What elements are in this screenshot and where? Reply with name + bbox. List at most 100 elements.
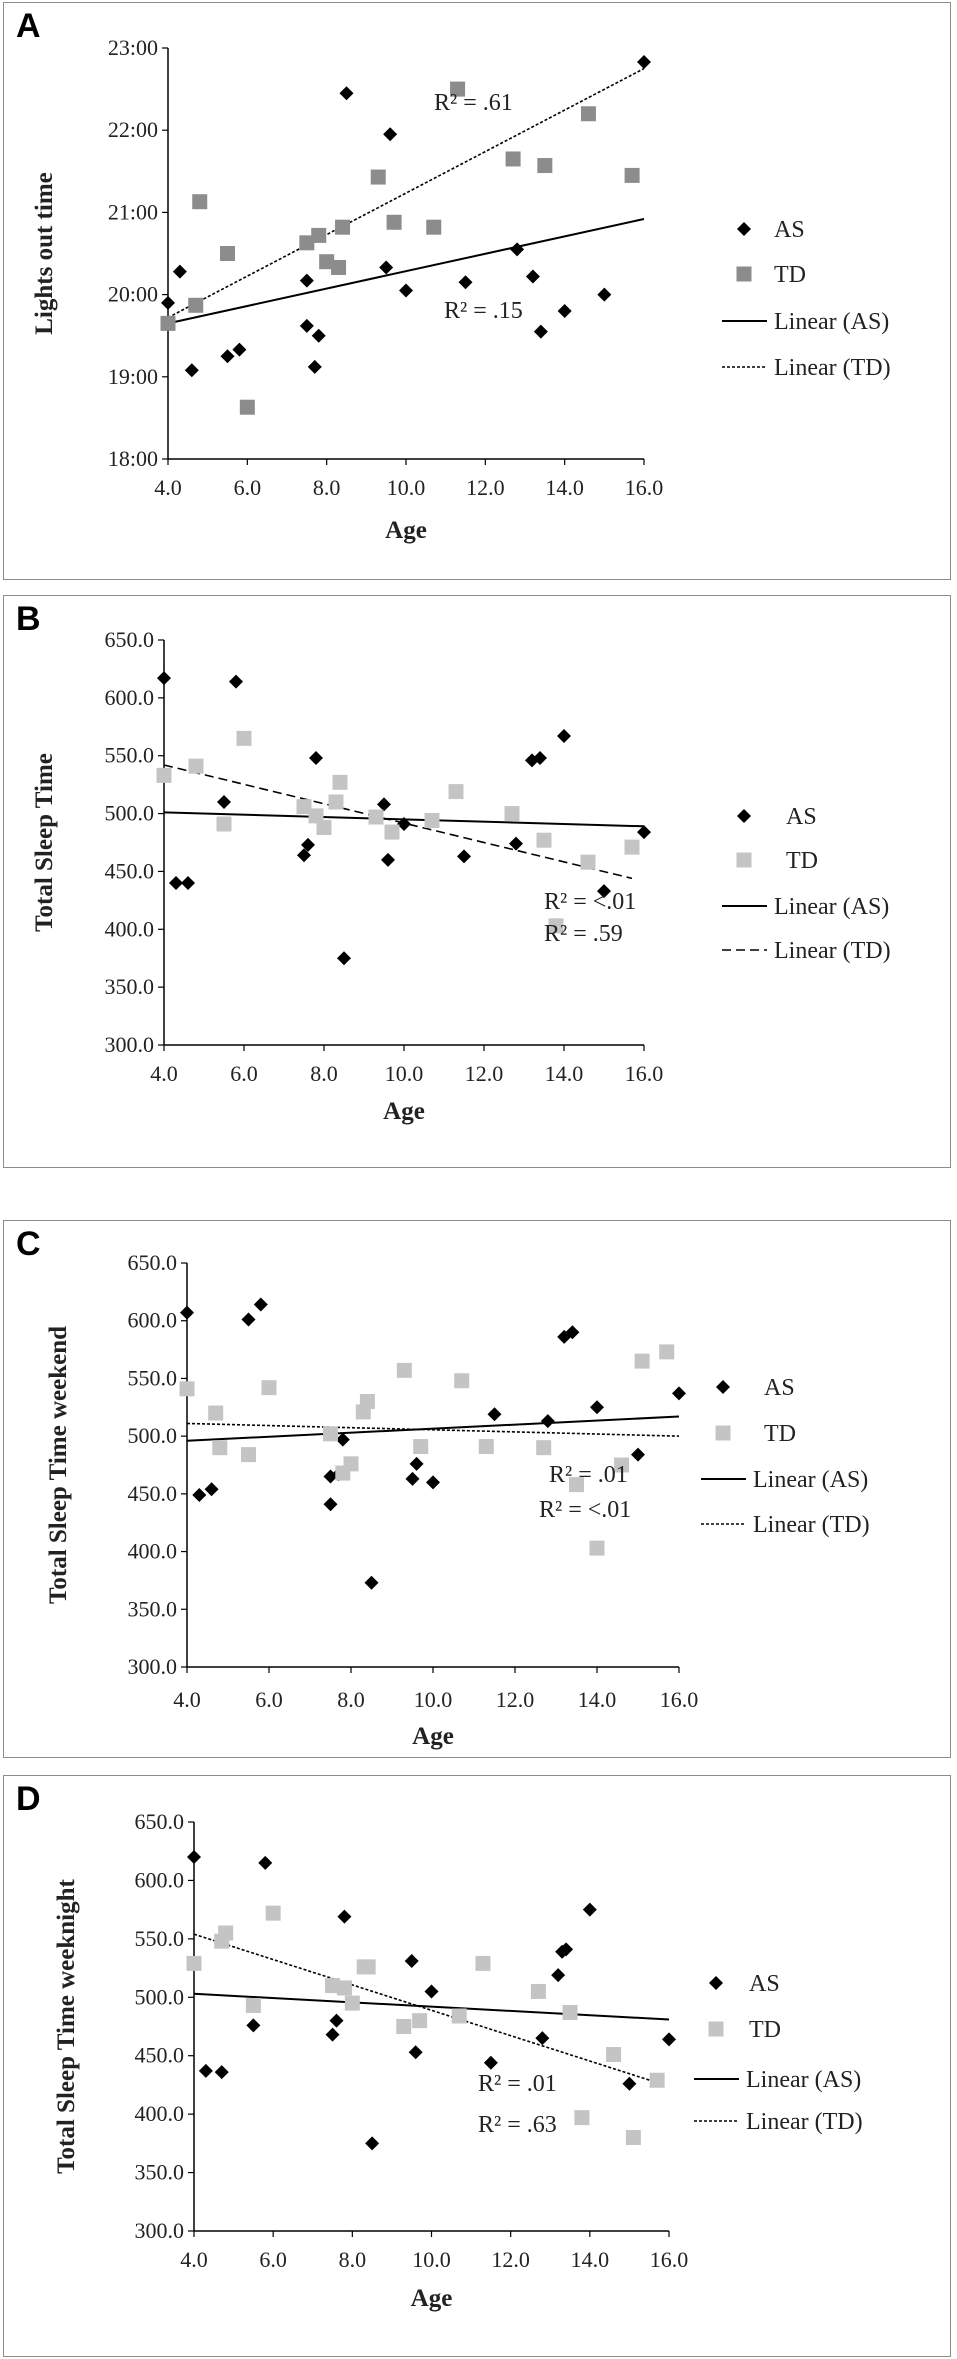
- legend-label-trendline: Linear (AS): [753, 1467, 868, 1493]
- data-point-td: [216, 816, 232, 832]
- y-tick-label: 400.0: [135, 2101, 185, 2126]
- data-point-as: [297, 848, 311, 863]
- panel-a: A 18:00 19:00 20:00 21:00 22:00 23:00 4.0 6.0 8.…: [3, 2, 951, 580]
- data-point-td: [261, 1380, 277, 1396]
- data-point-as: [597, 287, 612, 302]
- y-tick-label: 450.0: [135, 2043, 185, 2068]
- trendline-linear-td: [163, 764, 633, 880]
- data-point-as: [404, 1954, 419, 1969]
- data-point-td: [344, 1995, 360, 2011]
- x-tick-label: 10.0: [385, 1061, 424, 1086]
- data-point-td: [328, 794, 344, 810]
- y-tick-label: 350.0: [135, 2160, 185, 2185]
- data-point-as: [253, 1297, 268, 1312]
- x-tick-label: 8.0: [337, 1687, 365, 1712]
- data-point-as: [258, 1855, 273, 1870]
- data-point-td: [450, 81, 466, 97]
- y-tick-label: 600.0: [105, 685, 155, 710]
- legend-label-td: TD: [749, 2017, 781, 2043]
- data-point-td: [634, 1353, 650, 1369]
- data-point-as: [335, 1432, 350, 1447]
- legend-label-trendline: Linear (TD): [753, 1512, 870, 1538]
- panel-label: C: [16, 1225, 41, 1263]
- data-point-td: [451, 2008, 467, 2024]
- data-point-as: [533, 751, 547, 766]
- data-point-as: [337, 951, 351, 966]
- data-point-td: [624, 839, 640, 855]
- data-point-as: [241, 1312, 256, 1327]
- data-point-as: [192, 1488, 207, 1503]
- x-tick-label: 12.0: [496, 1687, 535, 1712]
- data-point-td: [336, 1980, 352, 1996]
- y-tick-label: 450.0: [105, 858, 155, 883]
- y-tick-label: 300.0: [128, 1654, 178, 1679]
- data-point-as: [509, 836, 523, 851]
- data-point-td: [331, 259, 347, 275]
- legend-marker-td: [708, 2021, 724, 2037]
- x-tick-label: 6.0: [255, 1687, 283, 1712]
- y-tick-label: 550.0: [105, 743, 155, 768]
- data-point-td: [208, 1405, 224, 1421]
- data-point-td: [448, 784, 464, 800]
- data-point-td: [359, 1394, 375, 1410]
- data-point-td: [241, 1447, 256, 1463]
- data-point-as: [399, 283, 413, 298]
- y-tick-label: 18:00: [108, 446, 158, 471]
- data-point-as: [525, 753, 539, 768]
- r-squared-label: R² = .15: [444, 298, 523, 324]
- data-point-as: [325, 2027, 340, 2042]
- data-point-td: [360, 1959, 376, 1975]
- x-tick-label: 14.0: [545, 475, 584, 500]
- data-point-td: [478, 1439, 494, 1455]
- legend-label-as: AS: [749, 1971, 780, 1997]
- data-point-td: [188, 758, 204, 774]
- data-point-as: [383, 127, 398, 142]
- y-tick-label: 600.0: [135, 1867, 185, 1892]
- legend-label-as: AS: [764, 1375, 795, 1401]
- y-tick-label: 550.0: [135, 1926, 185, 1951]
- y-axis-title: Lights out time: [31, 172, 58, 335]
- chart-b: 300.0 350.0 400.0 450.0 500.0 550.0 600.0 650.0…: [31, 627, 891, 1125]
- data-point-td: [574, 2110, 590, 2126]
- data-point-as: [299, 273, 314, 288]
- data-point-as: [637, 54, 651, 69]
- trendline-linear-as: [167, 217, 645, 325]
- data-point-as: [408, 2045, 423, 2060]
- x-tick-label: 12.0: [465, 1061, 504, 1086]
- data-point-td: [537, 158, 553, 174]
- legend-label-td: TD: [764, 1421, 796, 1447]
- y-axis-title: Total Sleep Time: [31, 753, 58, 932]
- y-tick-label: 650.0: [135, 1809, 185, 1834]
- x-tick-label: 4.0: [180, 2247, 208, 2272]
- data-point-td: [424, 813, 440, 829]
- data-point-td: [548, 918, 564, 934]
- data-point-td: [370, 169, 386, 185]
- legend-label-td: TD: [774, 262, 806, 288]
- y-axis-title: Total Sleep Time weeknight: [53, 1878, 80, 2173]
- x-tick-label: 4.0: [150, 1061, 178, 1086]
- data-point-as: [533, 324, 548, 339]
- data-point-td: [384, 824, 400, 840]
- y-tick-label: 550.0: [128, 1365, 178, 1390]
- chart-a: 18:00 19:00 20:00 21:00 22:00 23:00 4.0 6.0 8.0 1…: [31, 35, 891, 544]
- data-point-td: [308, 808, 324, 824]
- data-point-as: [311, 328, 326, 343]
- data-point-as: [323, 1469, 338, 1484]
- data-point-as: [379, 260, 394, 275]
- data-point-td: [396, 1362, 412, 1378]
- data-point-td: [236, 730, 252, 746]
- data-point-td: [536, 832, 552, 848]
- data-point-as: [323, 1497, 338, 1512]
- panel-label: A: [16, 7, 41, 45]
- data-point-as: [229, 674, 243, 689]
- data-point-td: [212, 1440, 228, 1456]
- data-point-as: [409, 1456, 424, 1471]
- data-point-as: [184, 363, 199, 378]
- data-point-td: [192, 194, 208, 210]
- data-point-td: [413, 1439, 429, 1455]
- r-squared-label: R² = .01: [549, 1462, 628, 1488]
- panel-label: B: [16, 600, 41, 638]
- legend-label-trendline: Linear (AS): [774, 309, 889, 335]
- data-point-as: [637, 825, 651, 840]
- x-tick-label: 8.0: [313, 475, 341, 500]
